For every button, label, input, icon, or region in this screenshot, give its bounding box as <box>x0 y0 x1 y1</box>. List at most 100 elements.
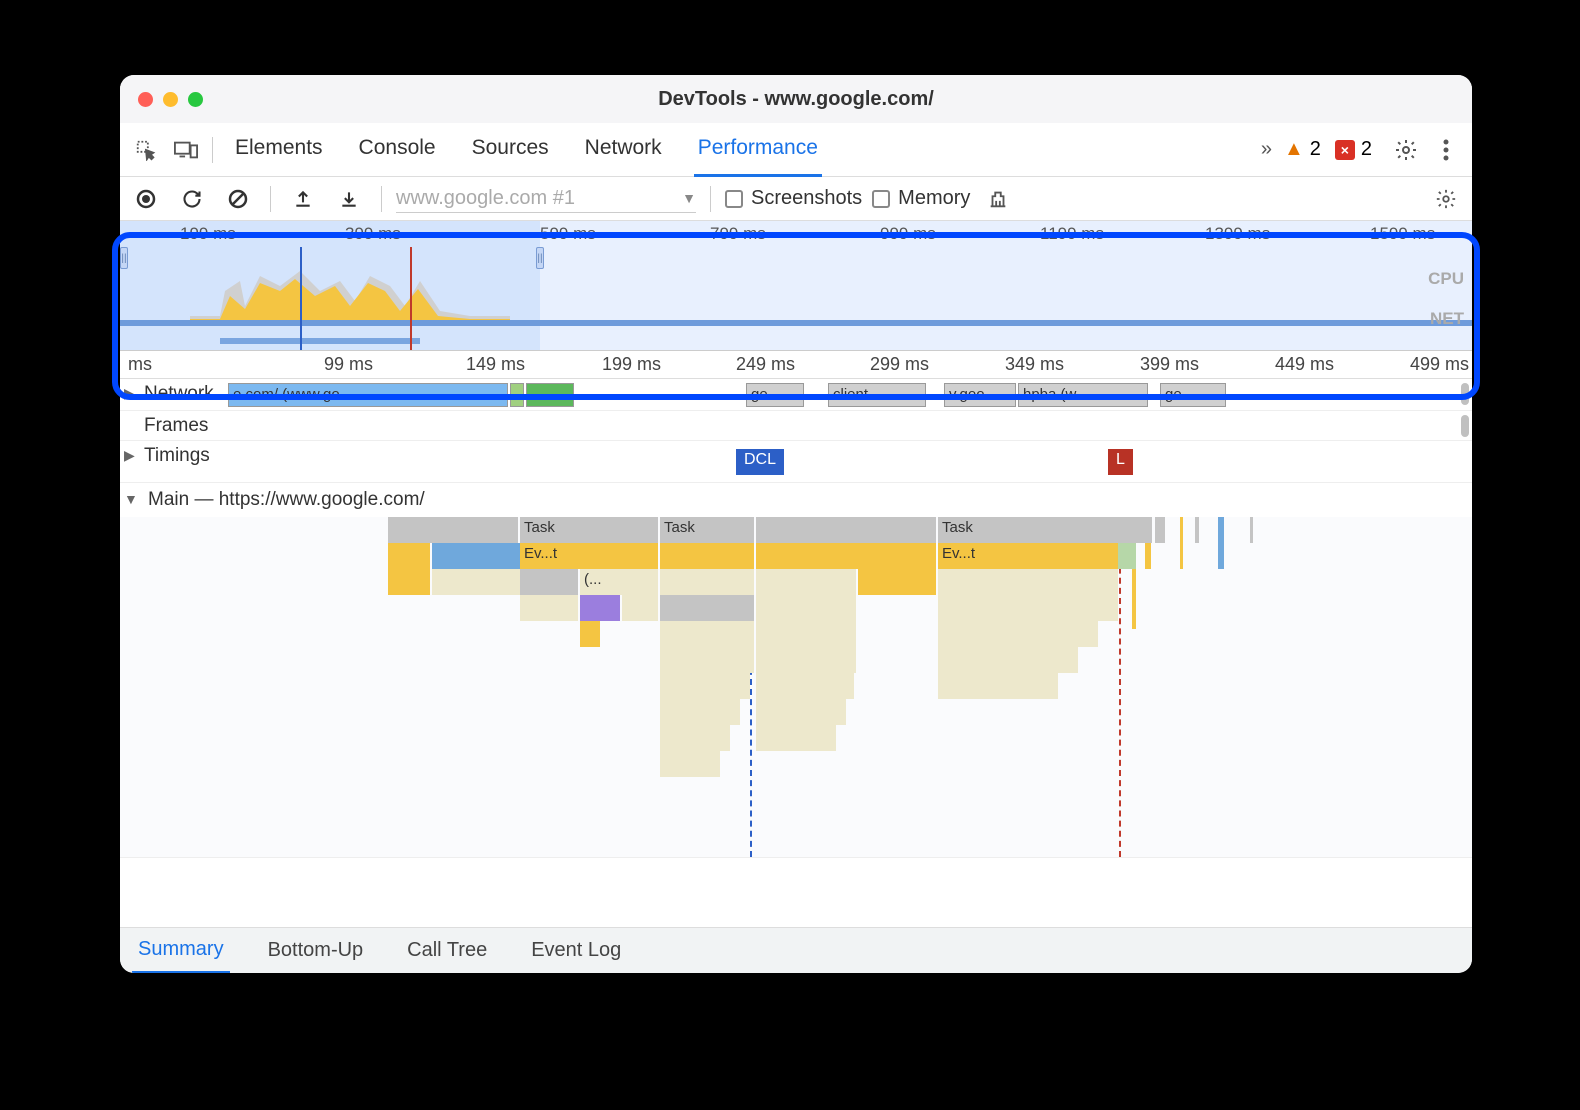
network-request[interactable]: e.com/ (www.go... <box>228 383 508 407</box>
flame-block[interactable] <box>756 725 836 751</box>
flame-block[interactable] <box>1118 517 1152 543</box>
network-request[interactable]: ge... <box>746 383 804 407</box>
flame-sliver[interactable] <box>1180 517 1183 569</box>
flame-block[interactable] <box>938 621 1098 647</box>
flame-block[interactable] <box>938 569 1118 595</box>
flame-block[interactable] <box>432 569 520 595</box>
clear-button[interactable] <box>220 181 256 217</box>
flame-block[interactable] <box>938 673 1058 699</box>
warnings-badge[interactable]: ▲ 2 <box>1284 138 1321 161</box>
scrollbar-thumb[interactable] <box>1461 415 1469 437</box>
tab-elements[interactable]: Elements <box>231 122 327 177</box>
minimize-window-button[interactable] <box>163 92 178 107</box>
timeline-overview[interactable]: 199 ms399 ms599 ms799 ms999 ms1199 ms139… <box>120 221 1472 351</box>
flame-sliver[interactable] <box>1132 569 1136 629</box>
flame-block[interactable] <box>660 673 750 699</box>
scrollbar-thumb[interactable] <box>1461 383 1469 405</box>
flame-block[interactable] <box>756 543 936 569</box>
flame-block[interactable] <box>756 699 846 725</box>
flame-block[interactable] <box>938 595 1118 621</box>
download-profile-button[interactable] <box>331 181 367 217</box>
flame-sliver[interactable] <box>1218 517 1224 569</box>
flame-block[interactable] <box>858 569 936 595</box>
network-request[interactable] <box>526 383 574 407</box>
flame-block[interactable] <box>938 647 1078 673</box>
network-request[interactable] <box>510 383 524 407</box>
expand-icon[interactable]: ▶ <box>124 385 135 402</box>
flame-block[interactable] <box>756 673 854 699</box>
frames-track[interactable]: Frames <box>120 411 1472 441</box>
flame-block[interactable] <box>520 595 578 621</box>
flame-block[interactable]: Ev...t <box>938 543 1118 569</box>
subtab-call-tree[interactable]: Call Tree <box>401 929 493 972</box>
flame-block[interactable]: Task <box>938 517 1118 543</box>
flame-block[interactable] <box>660 543 754 569</box>
close-window-button[interactable] <box>138 92 153 107</box>
flame-block[interactable] <box>756 517 936 543</box>
flame-block[interactable] <box>1118 543 1136 569</box>
flame-sliver[interactable] <box>1250 517 1253 543</box>
flame-block[interactable] <box>756 647 856 673</box>
flame-block[interactable] <box>388 517 518 543</box>
inspect-element-icon[interactable] <box>128 132 164 168</box>
flame-block[interactable]: (... <box>580 569 658 595</box>
timing-marker-l[interactable]: L <box>1108 449 1133 475</box>
maximize-window-button[interactable] <box>188 92 203 107</box>
flame-chart[interactable]: TaskTaskTaskEv...tEv...t(... <box>120 517 1472 857</box>
errors-badge[interactable]: × 2 <box>1335 138 1372 161</box>
subtab-bottom-up[interactable]: Bottom-Up <box>262 929 370 972</box>
flame-block[interactable] <box>756 621 856 647</box>
flame-block[interactable]: Task <box>660 517 754 543</box>
capture-settings-icon[interactable] <box>1428 181 1464 217</box>
more-tabs-button[interactable]: » <box>1253 138 1280 161</box>
network-request[interactable]: client... <box>828 383 926 407</box>
tab-network[interactable]: Network <box>581 122 666 177</box>
flame-block[interactable] <box>520 569 578 595</box>
flame-block[interactable] <box>388 543 430 569</box>
reload-record-button[interactable] <box>174 181 210 217</box>
garbage-collect-button[interactable] <box>980 181 1016 217</box>
network-track[interactable]: ▶ Network e.com/ (www.go...ge...client..… <box>120 379 1472 411</box>
timing-marker-dcl[interactable]: DCL <box>736 449 784 475</box>
flame-block[interactable] <box>660 621 754 647</box>
device-toolbar-icon[interactable] <box>168 132 204 168</box>
expand-icon[interactable]: ▶ <box>124 447 135 464</box>
selection-handle-right[interactable]: || <box>536 247 544 269</box>
record-button[interactable] <box>128 181 164 217</box>
flame-block[interactable]: Task <box>520 517 658 543</box>
flame-block[interactable] <box>660 595 754 621</box>
detail-ruler[interactable]: ms99 ms149 ms199 ms249 ms299 ms349 ms399… <box>120 351 1472 379</box>
flame-block[interactable] <box>660 751 720 777</box>
tab-console[interactable]: Console <box>355 122 440 177</box>
subtab-event-log[interactable]: Event Log <box>525 929 627 972</box>
flame-block[interactable] <box>660 569 754 595</box>
flame-block[interactable] <box>622 595 658 621</box>
flame-sliver[interactable] <box>1145 543 1151 569</box>
settings-icon[interactable] <box>1388 132 1424 168</box>
collapse-icon[interactable]: ▼ <box>124 491 138 507</box>
tab-sources[interactable]: Sources <box>468 122 553 177</box>
flame-sliver[interactable] <box>1195 517 1199 543</box>
flame-block[interactable] <box>660 725 730 751</box>
flame-block[interactable] <box>756 569 856 595</box>
network-request[interactable]: ge... <box>1160 383 1226 407</box>
subtab-summary[interactable]: Summary <box>132 928 230 974</box>
main-track[interactable]: ▼ Main — https://www.google.com/ TaskTas… <box>120 483 1472 858</box>
flame-block[interactable] <box>580 595 620 621</box>
screenshots-checkbox[interactable]: Screenshots <box>725 187 862 210</box>
network-request[interactable]: v.goo <box>944 383 1016 407</box>
flame-block[interactable] <box>388 569 430 595</box>
flame-block[interactable] <box>580 621 600 647</box>
flame-block[interactable] <box>756 595 856 621</box>
selection-handle-left[interactable]: || <box>120 247 128 269</box>
kebab-menu-icon[interactable] <box>1428 132 1464 168</box>
tab-performance[interactable]: Performance <box>694 122 822 177</box>
flame-block[interactable] <box>1155 517 1165 543</box>
flame-block[interactable] <box>660 647 754 673</box>
flame-block[interactable] <box>660 699 740 725</box>
flame-block[interactable]: Ev...t <box>520 543 658 569</box>
memory-checkbox[interactable]: Memory <box>872 187 970 210</box>
timings-track[interactable]: ▶ Timings DCLL <box>120 441 1472 483</box>
network-request[interactable]: hpba (w... <box>1018 383 1148 407</box>
profile-selector[interactable]: www.google.com #1 ▼ <box>396 185 696 213</box>
